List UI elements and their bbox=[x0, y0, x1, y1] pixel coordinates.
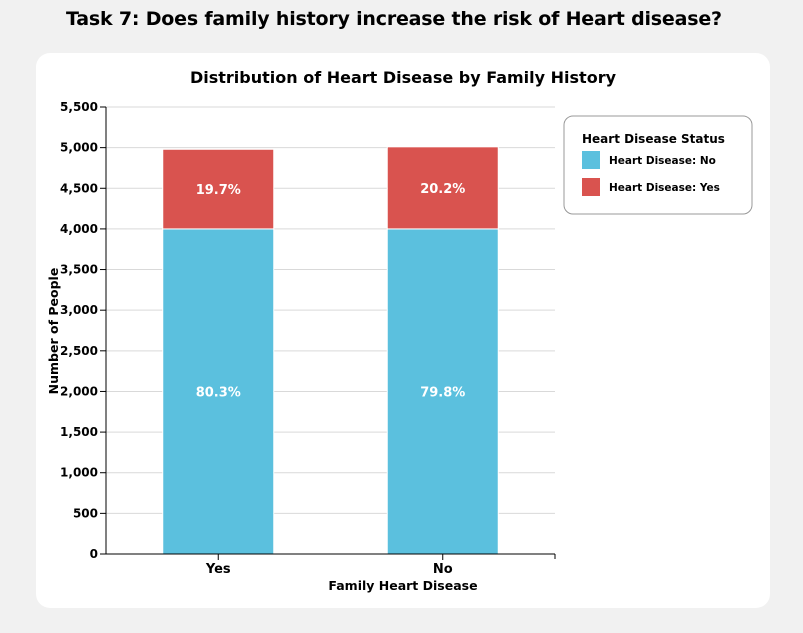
y-tick-label: 4,500 bbox=[60, 181, 98, 195]
legend-label: Heart Disease: Yes bbox=[609, 182, 720, 194]
x-tick-label: Yes bbox=[205, 562, 231, 577]
bar-segment bbox=[162, 228, 275, 555]
legend-box bbox=[563, 115, 753, 215]
bar-segment bbox=[162, 148, 275, 230]
legend-label: Heart Disease: No bbox=[609, 155, 716, 167]
y-tick-label: 5,500 bbox=[60, 100, 98, 114]
legend-swatch bbox=[582, 151, 600, 169]
y-tick-label: 500 bbox=[73, 506, 98, 520]
bar-segment bbox=[386, 146, 499, 230]
y-axis-title: Number of People bbox=[46, 268, 61, 395]
chart-card: Distribution of Heart Disease by Family … bbox=[36, 53, 770, 608]
x-tick-label: No bbox=[433, 562, 453, 577]
y-tick-label: 0 bbox=[90, 547, 98, 561]
y-tick-label: 4,000 bbox=[60, 222, 98, 236]
task-title: Task 7: Does family history increase the… bbox=[66, 8, 722, 30]
x-axis-title: Family Heart Disease bbox=[328, 578, 477, 593]
bar-label: 79.8% bbox=[420, 385, 465, 400]
y-tick-label: 1,000 bbox=[60, 466, 98, 480]
y-tick-label: 5,000 bbox=[60, 141, 98, 155]
y-tick-label: 2,000 bbox=[60, 384, 98, 398]
bar-label: 80.3% bbox=[196, 385, 241, 400]
y-tick-label: 3,000 bbox=[60, 303, 98, 317]
bar-label: 20.2% bbox=[420, 182, 465, 197]
y-tick-label: 3,500 bbox=[60, 263, 98, 277]
bar-label: 19.7% bbox=[196, 183, 241, 198]
chart-title: Distribution of Heart Disease by Family … bbox=[190, 68, 617, 87]
y-tick-label: 1,500 bbox=[60, 425, 98, 439]
bar-segment bbox=[386, 228, 499, 555]
y-tick-label: 2,500 bbox=[60, 344, 98, 358]
chart-svg: Distribution of Heart Disease by Family … bbox=[46, 68, 753, 593]
legend-title: Heart Disease Status bbox=[582, 132, 725, 146]
bars: 80.3% 19.7% 79.8% 20.2% bbox=[162, 146, 499, 555]
axes: 0 500 1,000 1,500 2,000 2,500 3,000 3,500 4,000 4… bbox=[60, 100, 556, 577]
legend: Heart Disease Status Heart Disease: No He… bbox=[563, 115, 753, 215]
legend-swatch bbox=[582, 178, 600, 196]
